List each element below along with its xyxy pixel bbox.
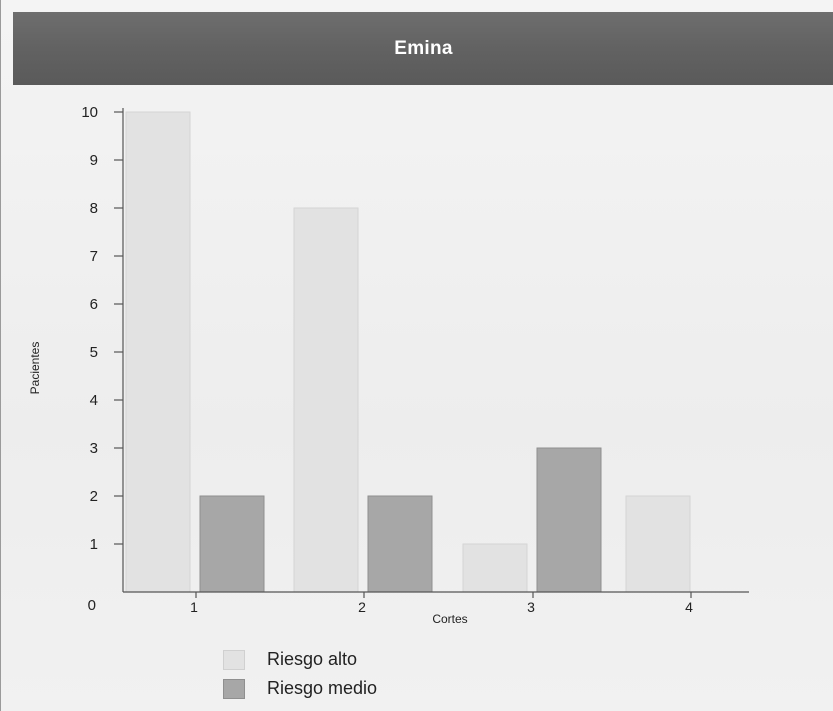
y-tick-label: 3	[90, 440, 98, 457]
y-tick-label: 6	[90, 296, 98, 313]
legend-item-riesgo-medio: Riesgo medio	[223, 674, 377, 703]
y-tick-label: 2	[90, 488, 98, 505]
y-tick-label: 9	[90, 152, 98, 169]
legend-label-riesgo-medio: Riesgo medio	[267, 678, 378, 698]
legend: Riesgo alto Riesgo medio	[223, 645, 377, 703]
x-tick-label: 3	[527, 599, 535, 615]
bar-riesgo-medio-2	[367, 495, 433, 593]
x-axis-ticks: 1 2 3 4	[190, 592, 693, 615]
bars	[125, 111, 691, 593]
bar-riesgo-alto-3	[462, 543, 528, 593]
bar-riesgo-medio-1	[199, 495, 265, 593]
bar-riesgo-alto-2	[293, 207, 359, 593]
chart-title-bar: Emina	[13, 12, 833, 85]
y-tick-label: 4	[90, 392, 98, 409]
y-tick-label: 8	[90, 200, 98, 217]
bar-riesgo-alto-1	[125, 111, 191, 593]
legend-swatch-riesgo-medio	[223, 678, 245, 699]
y-axis-ticks: 0 1 2 3 4 5 6 7 8 9 10	[81, 104, 123, 614]
y-axis-title: Pacientes	[28, 342, 42, 395]
legend-item-riesgo-alto: Riesgo alto	[223, 645, 377, 674]
bar-riesgo-alto-4	[625, 495, 691, 593]
legend-swatch-riesgo-alto	[223, 649, 245, 670]
y-tick-label: 5	[90, 344, 98, 361]
x-tick-label: 4	[685, 599, 693, 615]
y-tick-label: 7	[90, 248, 98, 265]
y-tick-label: 0	[88, 597, 96, 614]
x-tick-label: 1	[190, 599, 198, 615]
x-tick-label: 2	[358, 599, 366, 615]
bar-riesgo-medio-3	[536, 447, 602, 593]
legend-label-riesgo-alto: Riesgo alto	[267, 649, 358, 669]
y-tick-label: 1	[90, 536, 98, 553]
chart-title: Emina	[394, 37, 453, 59]
x-axis-title: Cortes	[432, 612, 467, 626]
y-tick-label: 10	[81, 104, 98, 121]
